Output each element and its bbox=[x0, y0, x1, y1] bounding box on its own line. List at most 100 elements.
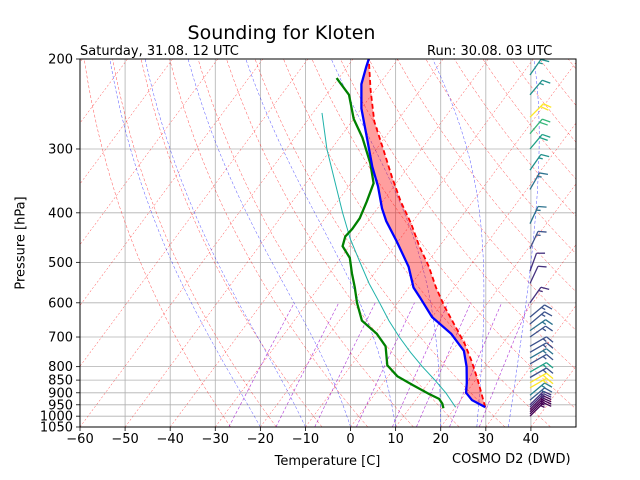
barb-shaft bbox=[529, 393, 544, 408]
barb-half-flag bbox=[542, 369, 547, 374]
barb-half-flag bbox=[542, 364, 547, 368]
dry-adiabat-line bbox=[454, 59, 576, 217]
barb-flag bbox=[539, 172, 549, 175]
mixing-ratio-line bbox=[449, 302, 502, 427]
axes-frame bbox=[79, 58, 577, 428]
barb-flag bbox=[546, 336, 554, 343]
barb-flag bbox=[539, 136, 548, 141]
barb-flag bbox=[543, 395, 552, 401]
barb-flag bbox=[544, 311, 553, 317]
barb-shaft bbox=[529, 336, 547, 347]
barb-half-flag bbox=[536, 209, 541, 212]
dry-adiabat-line bbox=[112, 59, 277, 427]
barb-flag bbox=[543, 103, 552, 108]
isotherm-line bbox=[80, 59, 354, 427]
barb-shaft bbox=[529, 286, 542, 304]
barb-flag bbox=[537, 265, 547, 268]
barb-half-flag bbox=[541, 389, 546, 394]
y-tick-label: 1000 bbox=[40, 410, 73, 425]
x-axis-label: Temperature [C] bbox=[274, 454, 381, 469]
dry-adiabat-line bbox=[169, 59, 368, 427]
barb-shaft bbox=[529, 342, 547, 353]
x-tick-label: 40 bbox=[523, 432, 540, 447]
barb-flag bbox=[540, 286, 550, 290]
wind-barb bbox=[529, 58, 550, 76]
mixing-ratio-line bbox=[478, 302, 530, 427]
dewpoint-line bbox=[335, 77, 445, 409]
x-tick-label: 30 bbox=[478, 432, 495, 447]
barb-shaft bbox=[529, 118, 543, 135]
barb-flag bbox=[546, 348, 554, 355]
y-tick-label: 600 bbox=[48, 296, 73, 311]
barb-flag bbox=[546, 342, 554, 349]
y-axis-label: Pressure [hPa] bbox=[13, 196, 29, 290]
wind-barb bbox=[529, 393, 552, 408]
moist-adiabat-line bbox=[109, 59, 261, 427]
barb-flag bbox=[545, 325, 553, 332]
wind-barb bbox=[529, 353, 554, 365]
y-tick-label: 400 bbox=[48, 206, 73, 221]
moist-adiabat-line bbox=[144, 59, 306, 427]
mixing-ratio-line bbox=[392, 302, 449, 427]
wind-barb bbox=[529, 402, 552, 417]
wind-barb bbox=[529, 230, 547, 249]
x-tick-label: −20 bbox=[247, 432, 274, 447]
wind-barb bbox=[529, 377, 554, 389]
reference-lines bbox=[80, 59, 576, 427]
barb-flag bbox=[545, 319, 553, 326]
isotherm-line bbox=[80, 59, 173, 185]
run-time: Run: 30.08. 03 UTC bbox=[427, 44, 553, 59]
isotherm-line bbox=[395, 183, 576, 427]
barb-half-flag bbox=[542, 374, 547, 379]
grid-lines bbox=[79, 58, 576, 428]
profiles bbox=[321, 59, 487, 409]
barb-shaft bbox=[529, 103, 544, 118]
x-tick-label: 0 bbox=[346, 432, 354, 447]
barb-half-flag bbox=[539, 82, 544, 86]
dry-adiabat-line bbox=[368, 59, 576, 331]
wind-barb bbox=[529, 367, 554, 379]
isotherm-line bbox=[485, 305, 576, 427]
isotherm-line bbox=[80, 59, 309, 367]
barb-half-flag bbox=[541, 313, 546, 318]
mixing-ratio-line bbox=[416, 302, 472, 427]
moist-adiabat-line bbox=[187, 59, 351, 427]
wind-barb bbox=[529, 387, 553, 401]
x-tick-label: 20 bbox=[432, 432, 449, 447]
barb-shaft bbox=[529, 134, 543, 150]
wind-barb bbox=[529, 362, 554, 373]
barb-flag bbox=[543, 402, 552, 407]
mixing-ratio-line bbox=[356, 302, 415, 427]
y-tick-label: 950 bbox=[48, 398, 73, 413]
wind-barb bbox=[529, 397, 552, 413]
x-tick-label: −50 bbox=[111, 432, 138, 447]
barb-shaft bbox=[529, 402, 544, 417]
barb-half-flag bbox=[540, 402, 545, 406]
dry-adiabat-line bbox=[140, 59, 323, 427]
barb-half-flag bbox=[542, 379, 547, 384]
cape-area bbox=[361, 59, 486, 408]
barb-half-flag bbox=[538, 62, 543, 65]
wind-barb bbox=[529, 265, 547, 284]
x-tick-label: 10 bbox=[387, 432, 404, 447]
barb-flag bbox=[541, 118, 551, 123]
barb-shaft bbox=[529, 59, 542, 76]
barb-shaft bbox=[529, 362, 547, 373]
barb-half-flag bbox=[540, 398, 545, 402]
wind-barb bbox=[529, 325, 553, 338]
barb-shaft bbox=[529, 382, 545, 396]
barb-flag bbox=[546, 353, 554, 361]
barb-half-flag bbox=[541, 306, 546, 311]
barb-flag bbox=[537, 205, 547, 208]
wind-barb bbox=[529, 103, 552, 118]
wind-barb bbox=[529, 304, 553, 318]
wind-barb bbox=[529, 118, 551, 135]
barb-shaft bbox=[529, 311, 545, 325]
barb-flag bbox=[546, 362, 554, 369]
barb-flag bbox=[546, 372, 554, 380]
mixing-ratio-line bbox=[275, 302, 339, 427]
barb-shaft bbox=[529, 304, 545, 318]
wind-barb bbox=[529, 286, 550, 304]
barb-shaft bbox=[529, 154, 542, 171]
